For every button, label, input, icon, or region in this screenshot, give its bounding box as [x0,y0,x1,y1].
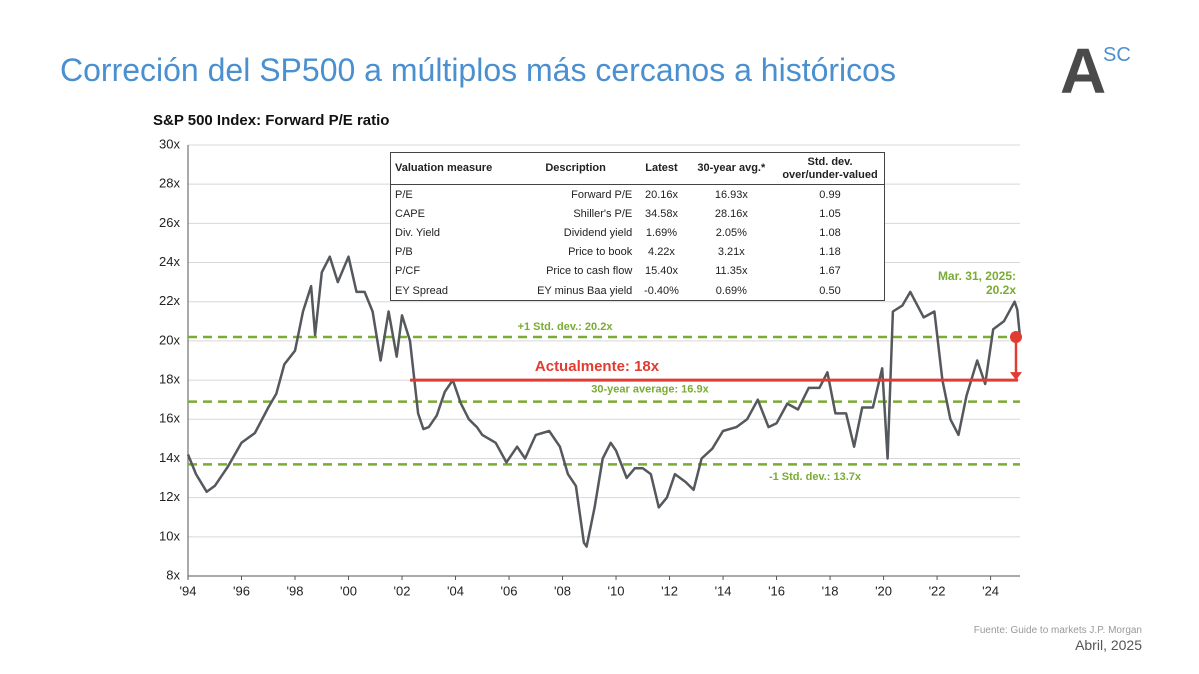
reference-label: 30-year average: 16.9x [591,384,709,396]
x-tick-label: '16 [768,583,785,598]
table-cell: Std. dev. over/under-valued [776,152,885,185]
table-cell: Price to cash flow [546,265,633,278]
x-tick-label: '22 [929,583,946,598]
x-tick-label: '14 [715,583,732,598]
x-tick-label: '98 [287,583,304,598]
y-tick-label: 10x [159,528,180,543]
table-cell: 15.40x [644,265,678,278]
table-cell: P/B [395,246,413,259]
table-row: P/CF Price to cash flow 15.40x 11.35x 1.67 [391,262,885,281]
y-tick-label: 28x [159,176,180,191]
table-cell: 0.69% [715,284,747,297]
table-cell: 30-year avg.* [686,152,776,185]
x-tick-label: '08 [554,583,571,598]
marker-label: Mar. 31, 2025: [938,269,1016,283]
x-tick-label: '02 [394,583,411,598]
y-tick-label: 20x [159,332,180,347]
table-cell: 4.22x [648,246,675,259]
x-tick-label: '04 [447,583,464,598]
slide-title: Correción del SP500 a múltiplos más cerc… [60,52,896,88]
reference-label: -1 Std. dev.: 13.7x [769,471,862,483]
table-cell: -0.40% [644,284,679,297]
y-tick-label: 24x [159,254,180,269]
table-cell: 3.21x [717,246,745,259]
table-cell: 2.05% [715,226,747,239]
table-row: EY Spread EY minus Baa yield -0.40% 0.69% 0.… [391,281,885,301]
table-cell: 20.16x [644,188,678,201]
x-tick-label: '12 [661,583,678,598]
table-cell: Forward P/E [571,188,633,201]
table-cell: Price to book [568,246,633,259]
table-row: Div. Yield Dividend yield 1.69% 2.05% 1.08 [391,223,885,242]
marker-label: 20.2x [986,283,1016,297]
x-tick-label: '18 [822,583,839,598]
x-tick-label: '96 [233,583,250,598]
table-cell: Div. Yield [395,226,441,239]
table-cell: 1.69% [645,226,678,239]
table-cell: 28.16x [714,207,748,220]
table-cell: 34.58x [644,207,678,220]
table-cell: 1.08 [819,226,841,239]
table-cell: Latest [636,152,687,185]
x-tick-label: '06 [501,583,518,598]
valuation-table: Valuation measure Description Latest 30-yea… [390,152,885,302]
table-cell: P/E [395,188,413,201]
table-cell: EY Spread [395,284,449,297]
y-tick-label: 30x [159,136,180,151]
x-tick-label: '20 [875,583,892,598]
y-tick-label: 12x [159,489,180,504]
y-tick-label: 8x [166,567,180,582]
x-tick-label: '10 [608,583,625,598]
table-cell: 1.05 [819,207,841,220]
source: Fuente: Guide to markets J.P. Morgan [973,625,1142,636]
logo-sup: SC [1103,44,1131,66]
x-tick-label: '00 [340,583,357,598]
date: Abril, 2025 [1075,637,1142,653]
table-cell: 1.18 [819,246,841,259]
y-tick-label: 14x [159,450,180,465]
table-cell: P/CF [395,265,421,278]
marker-dot [1010,330,1022,343]
y-tick-label: 18x [159,372,180,387]
chart-title: S&P 500 Index: Forward P/E ratio [153,112,390,129]
series-line [186,255,1022,548]
table-cell: 16.93x [714,188,748,201]
arrow-head [1010,372,1022,381]
table-row: CAPE Shiller's P/E 34.58x 28.16x 1.05 [391,204,885,223]
table-row: P/B Price to book 4.22x 3.21x 1.18 [391,243,885,262]
reference-label: +1 Std. dev.: 20.2x [518,321,614,333]
table-cell: Description [514,152,637,185]
y-tick-label: 16x [159,411,180,426]
table-cell: 0.50 [819,284,841,297]
table-cell: 0.99 [819,188,841,201]
table-cell: 1.67 [819,265,841,278]
x-tick-label: '24 [982,583,999,598]
y-tick-label: 22x [159,293,180,308]
y-tick-label: 26x [159,215,180,230]
current-label: Actualmente: 18x [535,358,660,375]
table-cell: Valuation measure [390,152,515,185]
logo: A [1060,35,1107,107]
x-tick-label: '94 [180,583,197,598]
table-cell: 11.35x [715,265,748,278]
table-cell: Dividend yield [563,226,633,239]
table-row: P/E Forward P/E 20.16x 16.93x 0.99 [391,185,885,205]
table-cell: Shiller's P/E [573,207,633,220]
table-cell: CAPE [395,207,425,220]
table-cell: EY minus Baa yield [537,284,633,297]
